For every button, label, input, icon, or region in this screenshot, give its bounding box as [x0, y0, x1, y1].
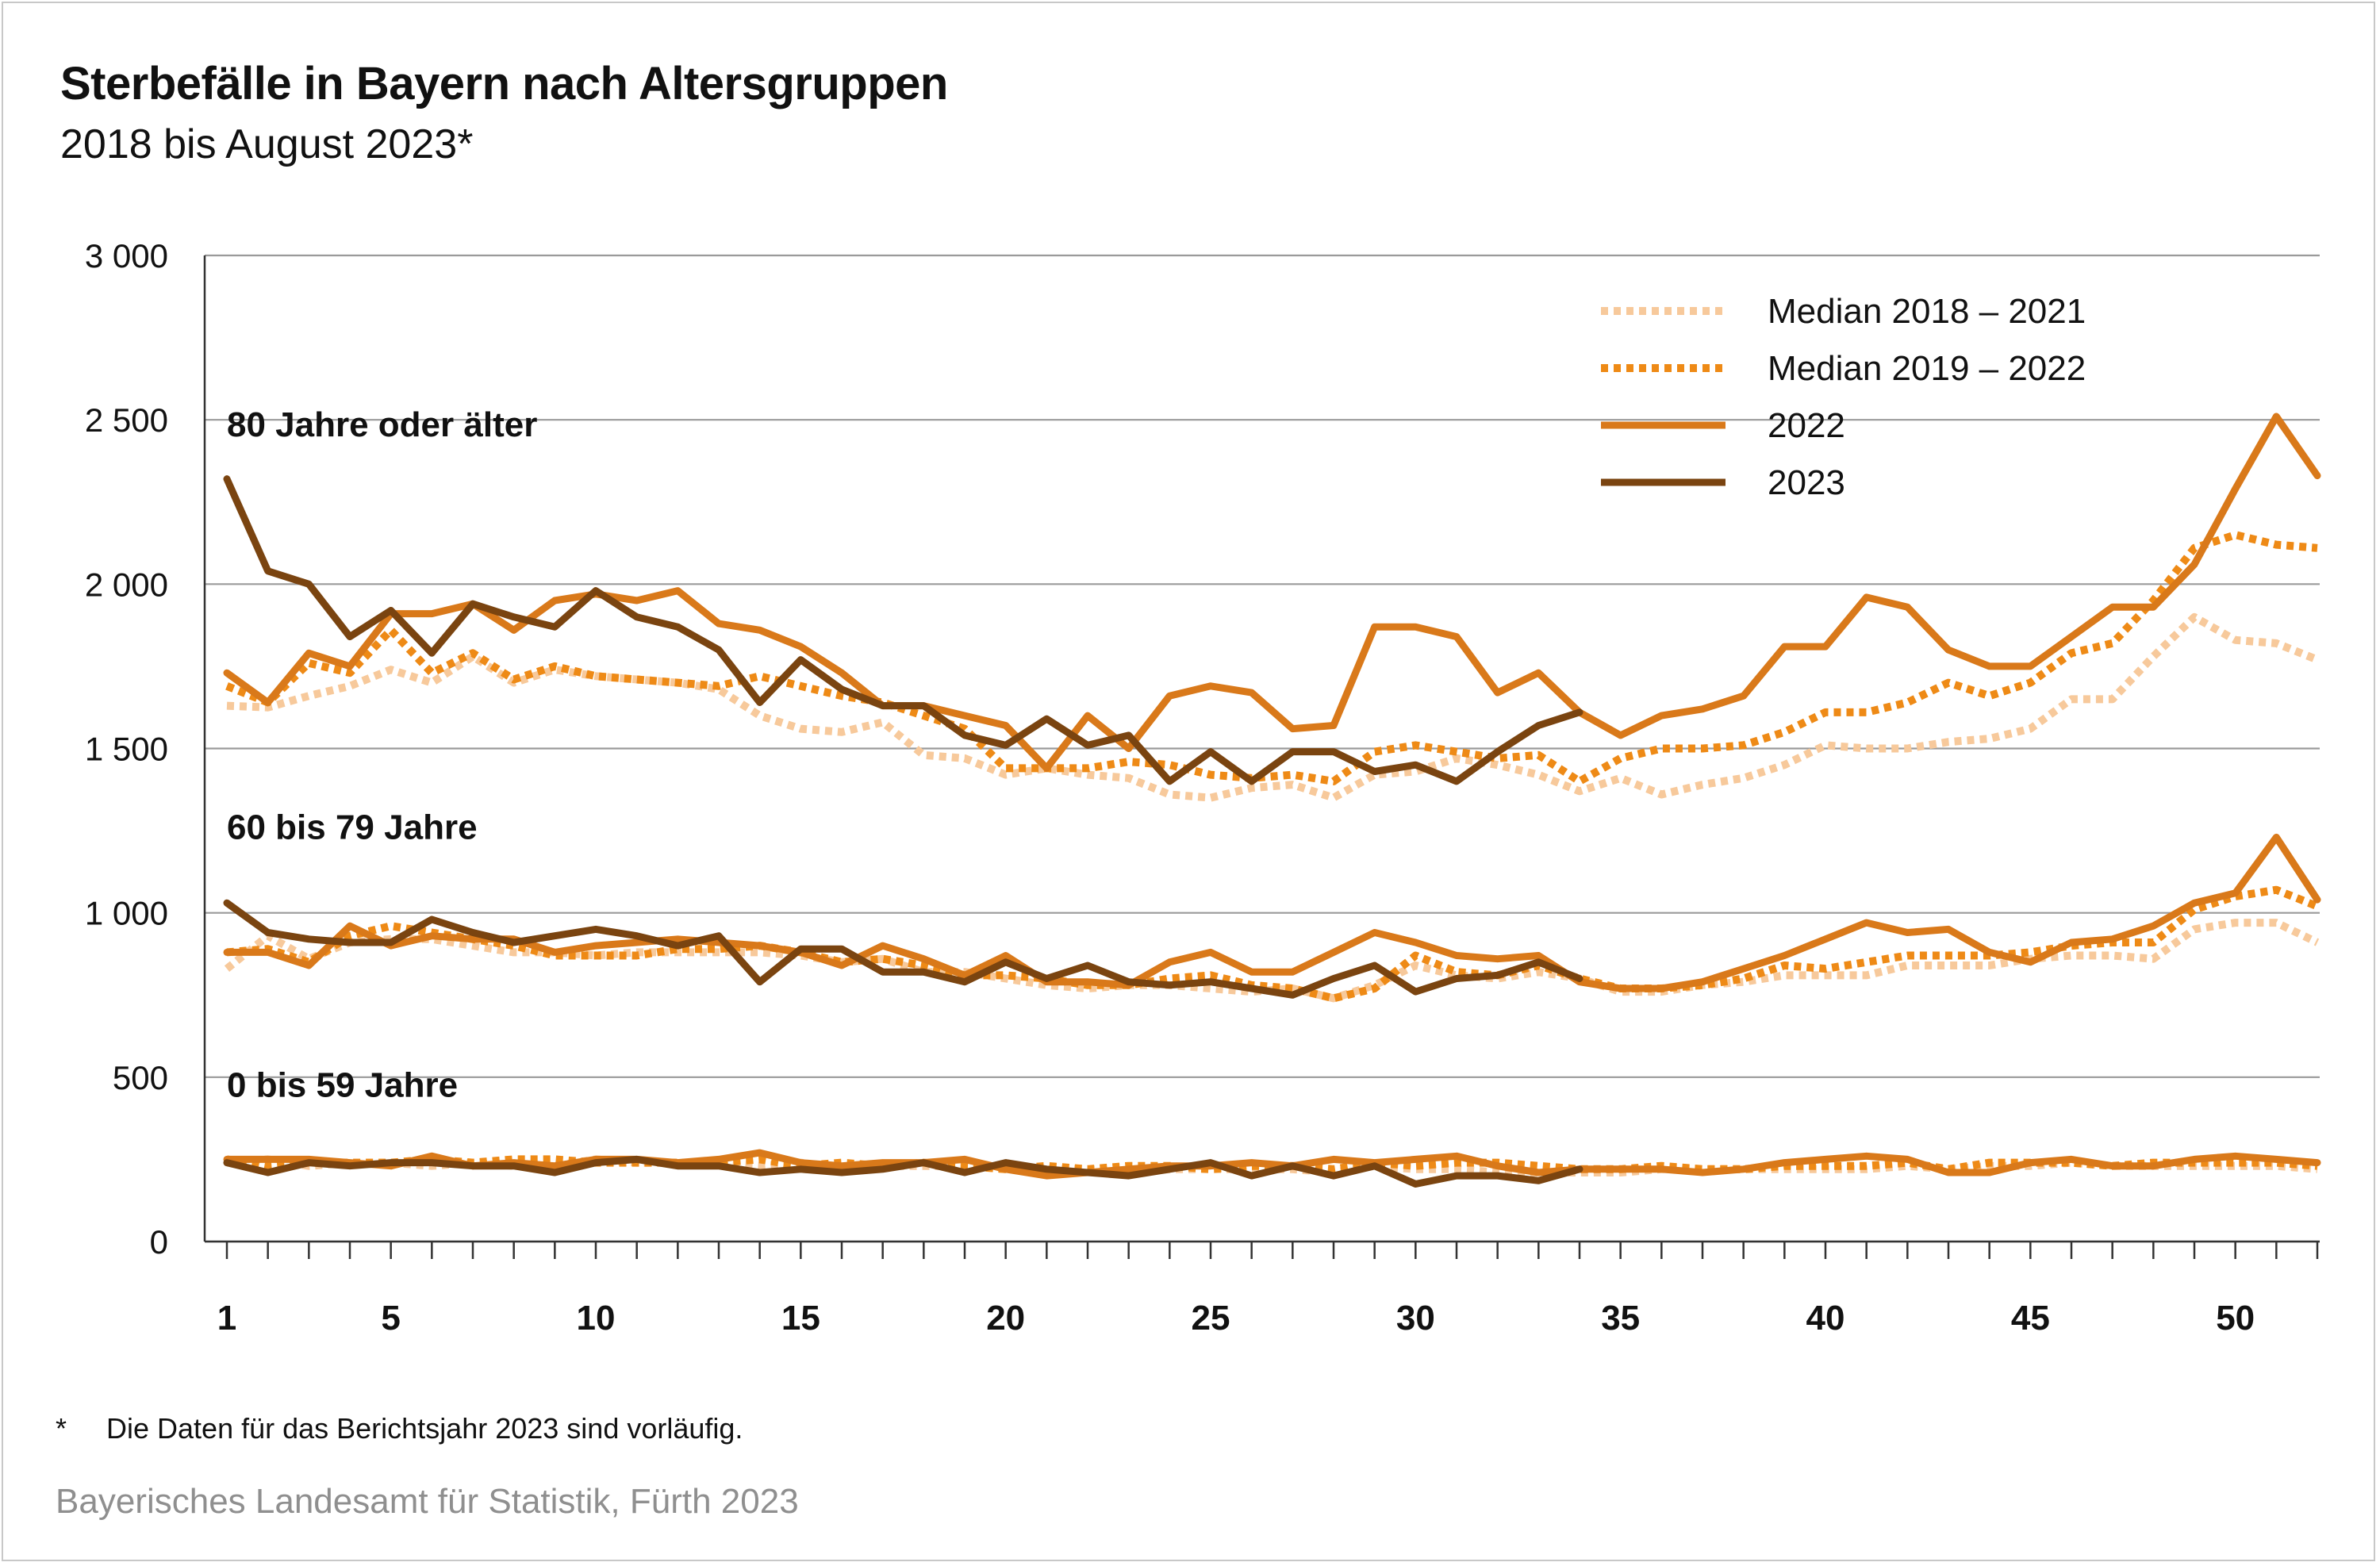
series-line-y2023-group-1 [223, 899, 1583, 999]
group-0 [223, 413, 2321, 802]
x-tick-label: 1 [217, 1299, 236, 1338]
y-tick-label: 500 [113, 1059, 168, 1096]
x-tick-label: 25 [1192, 1299, 1230, 1338]
series-line-median1821-group-1 [224, 919, 2320, 1003]
series-line-y2022-group-0 [223, 413, 2321, 772]
y-tick-label: 3 000 [85, 237, 168, 274]
series-line-y2023-group-2 [223, 1155, 1583, 1188]
footnote: Die Daten für das Berichtsjahr 2023 sind… [106, 1412, 743, 1445]
series-line-y2022-group-2 [223, 1149, 2321, 1180]
source-note: Bayerisches Landesamt für Statistik, Für… [56, 1482, 799, 1521]
chart-subtitle: 2018 bis August 2023* [60, 121, 474, 167]
series-layer [223, 413, 2321, 1188]
group-labels: 80 Jahre oder älter 60 bis 79 Jahre 0 bis … [227, 405, 537, 1105]
x-tick-label: 40 [1806, 1299, 1845, 1338]
series-line-y2023-group-0 [223, 475, 1583, 785]
series-line-y2022-group-1 [223, 833, 2321, 992]
x-tick-label: 35 [1601, 1299, 1640, 1338]
legend-label-median1821: Median 2018 – 2021 [1768, 292, 2086, 331]
series-line-median1922-group-1 [226, 885, 2319, 1003]
y-tick-label: 2 000 [85, 566, 168, 603]
y-tick-label: 1 000 [85, 895, 168, 932]
legend: Median 2018 – 2021 Median 2019 – 2022 2022… [1601, 292, 2086, 502]
group-label: 0 bis 59 Jahre [227, 1066, 458, 1105]
series-line-median1922-group-0 [225, 531, 2318, 785]
x-tick-label: 20 [986, 1299, 1025, 1338]
legend-label-y2023: 2023 [1768, 463, 1845, 502]
x-tick-label: 30 [1396, 1299, 1435, 1338]
group-label: 80 Jahre oder älter [227, 405, 537, 444]
x-tick-label: 50 [2216, 1299, 2255, 1338]
y-tick-label: 0 [150, 1223, 168, 1261]
x-tick-label: 45 [2011, 1299, 2050, 1338]
chart-title: Sterbefälle in Bayern nach Altersgruppen [60, 58, 948, 109]
gridlines [205, 254, 2320, 1243]
legend-label-median1922: Median 2019 – 2022 [1768, 349, 2086, 388]
x-tick-label: 15 [781, 1299, 820, 1338]
group-label: 60 bis 79 Jahre [227, 808, 478, 846]
footnote-mark: * [56, 1412, 67, 1445]
legend-label-y2022: 2022 [1768, 406, 1845, 445]
group-1 [223, 833, 2321, 1003]
x-tick-label: 5 [381, 1299, 400, 1338]
group-2 [223, 1149, 2321, 1188]
y-tick-label: 1 500 [85, 731, 168, 768]
y-tick-label: 2 500 [85, 401, 168, 439]
x-tick-label: 10 [577, 1299, 616, 1338]
